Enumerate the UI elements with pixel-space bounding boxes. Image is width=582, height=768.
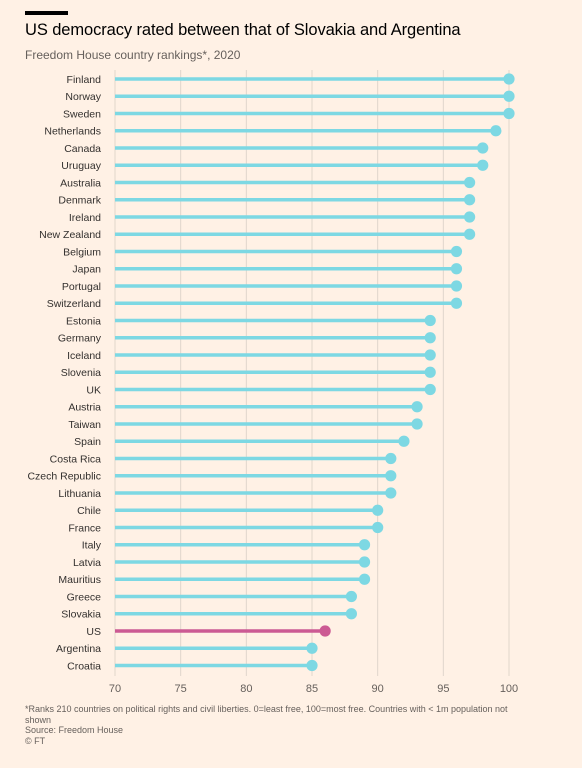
category-label: Uruguay xyxy=(61,160,101,172)
lollipop-point xyxy=(411,401,423,413)
category-label: Croatia xyxy=(67,660,101,672)
lollipop-point xyxy=(503,90,515,102)
x-tick-label: 100 xyxy=(500,683,518,695)
x-tick-label: 75 xyxy=(175,683,187,695)
lollipop-point xyxy=(424,349,436,361)
lollipop-point xyxy=(372,521,384,534)
lollipop-point xyxy=(424,383,436,396)
category-label: Finland xyxy=(67,74,102,86)
category-label: Taiwan xyxy=(68,419,101,431)
lollipop-point xyxy=(503,107,515,120)
category-label: Lithuania xyxy=(58,488,101,500)
category-label: Germany xyxy=(58,333,102,345)
category-label: Belgium xyxy=(63,246,101,258)
lollipop-point xyxy=(306,642,318,654)
lollipop-point xyxy=(464,228,476,240)
lollipop-point xyxy=(464,211,476,223)
lollipop-point xyxy=(424,332,436,344)
x-tick-label: 70 xyxy=(109,683,121,695)
chart-subtitle: Freedom House country rankings*, 2020 xyxy=(25,48,241,62)
lollipop-point xyxy=(464,176,476,189)
x-tick-label: 95 xyxy=(437,683,449,695)
category-label: Norway xyxy=(65,91,101,103)
category-label: Canada xyxy=(64,143,101,155)
lollipop-point xyxy=(424,366,436,378)
lollipop-point xyxy=(450,297,463,309)
lollipop-point xyxy=(358,539,371,551)
ft-top-bar xyxy=(25,11,68,15)
category-label: Australia xyxy=(60,177,101,189)
lollipop-point xyxy=(385,487,397,499)
chart-title: US democracy rated between that of Slova… xyxy=(25,21,461,39)
lollipop-point xyxy=(345,608,357,620)
lollipop-point xyxy=(450,280,463,292)
category-label: Ireland xyxy=(69,212,101,224)
category-label: Switzerland xyxy=(47,298,101,310)
category-label: Denmark xyxy=(58,195,101,207)
source-note: Source: Freedom House xyxy=(25,725,124,735)
x-tick-label: 85 xyxy=(306,683,318,695)
category-label: Latvia xyxy=(73,557,101,569)
category-label: Costa Rica xyxy=(50,453,102,465)
category-label: Italy xyxy=(82,540,102,552)
category-label: Estonia xyxy=(66,315,101,327)
lollipop-point xyxy=(411,418,423,430)
category-label: Portugal xyxy=(62,281,101,293)
lollipop-point xyxy=(385,452,397,465)
category-label: Slovenia xyxy=(61,367,101,379)
x-tick-label: 80 xyxy=(240,683,252,695)
lollipop-chart: 70 75 80 85 90 95 100 Finland Norway Sweden Nether… xyxy=(27,70,518,695)
category-label: Mauritius xyxy=(58,574,101,586)
lollipop-point xyxy=(345,590,357,603)
ft-credit: © FT xyxy=(25,735,46,746)
lollipop-point xyxy=(464,194,476,206)
lollipop-point xyxy=(503,73,515,85)
category-label: New Zealand xyxy=(39,229,101,241)
category-label: Chile xyxy=(77,505,101,517)
lollipop-point xyxy=(358,556,371,568)
category-label: UK xyxy=(86,384,101,396)
category-label: Greece xyxy=(67,591,102,603)
lollipop-point xyxy=(424,314,436,327)
lollipop-point xyxy=(358,573,371,585)
lollipop-point xyxy=(372,504,384,516)
category-label: Austria xyxy=(68,402,101,414)
category-label: US xyxy=(86,626,101,638)
lollipop-point xyxy=(319,625,331,637)
footnote: *Ranks 210 countries on political rights… xyxy=(25,704,508,725)
category-label: Argentina xyxy=(56,643,101,655)
lollipop-point xyxy=(477,159,489,171)
lollipop-point xyxy=(306,659,318,672)
lollipop-point xyxy=(385,470,397,482)
category-label: Slovakia xyxy=(61,609,101,621)
category-label: Japan xyxy=(72,264,101,276)
chart-footer: *Ranks 210 countries on political rights… xyxy=(25,704,515,746)
category-label: Sweden xyxy=(63,108,101,120)
lollipop-point xyxy=(490,125,502,137)
category-label: Netherlands xyxy=(44,126,101,138)
category-label: France xyxy=(68,522,101,534)
lollipop-point xyxy=(398,435,410,447)
category-label: Iceland xyxy=(67,350,101,362)
category-label: Spain xyxy=(74,436,101,448)
lollipop-point xyxy=(450,245,463,258)
lollipop-point xyxy=(450,263,463,275)
category-label: Czech Republic xyxy=(27,471,101,483)
lollipop-point xyxy=(477,142,489,154)
x-tick-label: 90 xyxy=(372,683,384,695)
